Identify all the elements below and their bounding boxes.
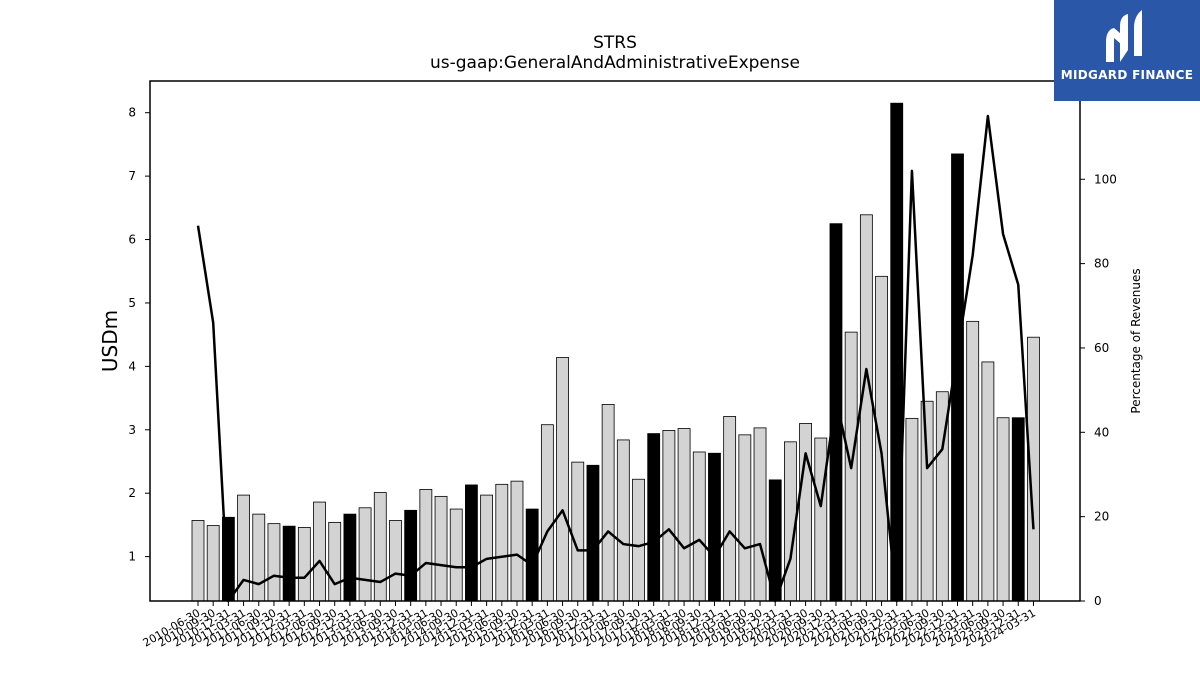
bar-2012-03-31 (297, 527, 311, 602)
bar-2010-09-30 (206, 525, 220, 602)
bar-2014-09-30 (449, 508, 463, 602)
y-axis-label: USDm (98, 310, 122, 372)
bar-2013-03-31 (358, 507, 372, 602)
bar-2010-06-30 (191, 520, 205, 602)
bar-2012-09-30 (328, 521, 342, 602)
bar-2017-12-31 (647, 433, 661, 602)
y-tick-label: 6 (128, 233, 136, 247)
y-tick-label: 5 (128, 296, 136, 310)
bar-2022-06-30 (920, 400, 934, 602)
y2-tick-label: 60 (1094, 341, 1109, 355)
y2-tick-label: 0 (1094, 594, 1102, 608)
bar-2017-03-31 (601, 404, 615, 602)
bar-2021-06-30 (859, 214, 873, 602)
bar-2020-06-30 (799, 423, 812, 602)
bar-2016-06-30 (556, 357, 569, 602)
bar-2017-09-30 (632, 478, 645, 602)
bar-2019-03-31 (723, 416, 737, 602)
bar-2012-06-30 (313, 501, 326, 602)
bar-2015-06-30 (495, 483, 509, 602)
bar-2011-09-30 (267, 523, 281, 602)
bar-2023-06-30 (981, 361, 995, 602)
bar-2016-09-30 (571, 461, 585, 602)
bar-2011-06-30 (252, 513, 266, 602)
y-tick-label: 8 (128, 106, 136, 120)
bar-2019-09-30 (753, 427, 767, 602)
percentage-line (196, 114, 1035, 603)
y2-tick-label: 20 (1094, 510, 1109, 524)
bar-2013-09-30 (389, 520, 402, 602)
bar-2014-03-31 (419, 488, 433, 602)
bar-2023-12-31 (1011, 417, 1025, 602)
y-tick-label: 4 (128, 359, 136, 373)
y-axis: 1 2 3 4 5 6 7 8 (128, 106, 150, 564)
y2-tick-label: 80 (1094, 257, 1109, 271)
bar-2018-09-30 (692, 451, 706, 602)
bar-2011-12-31 (282, 525, 296, 602)
midgard-finance-logo: MIDGARD FINANCE (1054, 0, 1200, 101)
y2-axis-label: Percentage of Revenues (1129, 268, 1143, 413)
y-tick-label: 2 (128, 486, 136, 500)
bar-2015-03-31 (480, 494, 494, 602)
bar-2016-03-31 (540, 424, 554, 602)
y2-axis: 020406080100120 (1080, 88, 1117, 608)
bar-2016-12-31 (586, 464, 600, 602)
y-tick-label: 7 (128, 169, 136, 183)
bar-2012-12-31 (343, 513, 357, 602)
bar-2023-09-30 (996, 417, 1010, 602)
bar-2021-12-31 (890, 102, 904, 602)
y2-tick-label: 40 (1094, 425, 1109, 439)
bar-2015-09-30 (510, 480, 524, 602)
y-tick-label: 3 (128, 423, 136, 437)
bar-2013-06-30 (373, 492, 387, 602)
bar-2018-06-30 (677, 428, 691, 602)
bar-2019-06-30 (738, 434, 752, 602)
midgard-m-icon (1106, 10, 1142, 62)
y2-tick-label: 100 (1094, 172, 1117, 186)
bar-2020-09-30 (814, 437, 828, 602)
bar-2018-03-31 (662, 430, 676, 602)
bar-2014-12-31 (465, 484, 478, 602)
chart-title: STRS (593, 33, 637, 53)
bar-2018-12-31 (708, 452, 721, 602)
plot-frame (149, 80, 1081, 602)
bar-2013-12-31 (404, 509, 418, 602)
logo-text: MIDGARD FINANCE (1060, 68, 1194, 82)
bar-2022-03-31 (905, 417, 919, 602)
y-tick-label: 1 (128, 550, 136, 564)
x-axis: 2010-06-302010-09-302010-12-312011-03-31… (141, 601, 1038, 650)
bar-2017-06-30 (616, 439, 630, 602)
percentage-line-series (196, 114, 1035, 603)
bar-2014-06-30 (434, 495, 448, 602)
chart-subtitle: us-gaap:GeneralAndAdministrativeExpense (430, 53, 800, 73)
bar-2023-03-31 (966, 320, 980, 602)
bar-2021-09-30 (875, 275, 888, 602)
